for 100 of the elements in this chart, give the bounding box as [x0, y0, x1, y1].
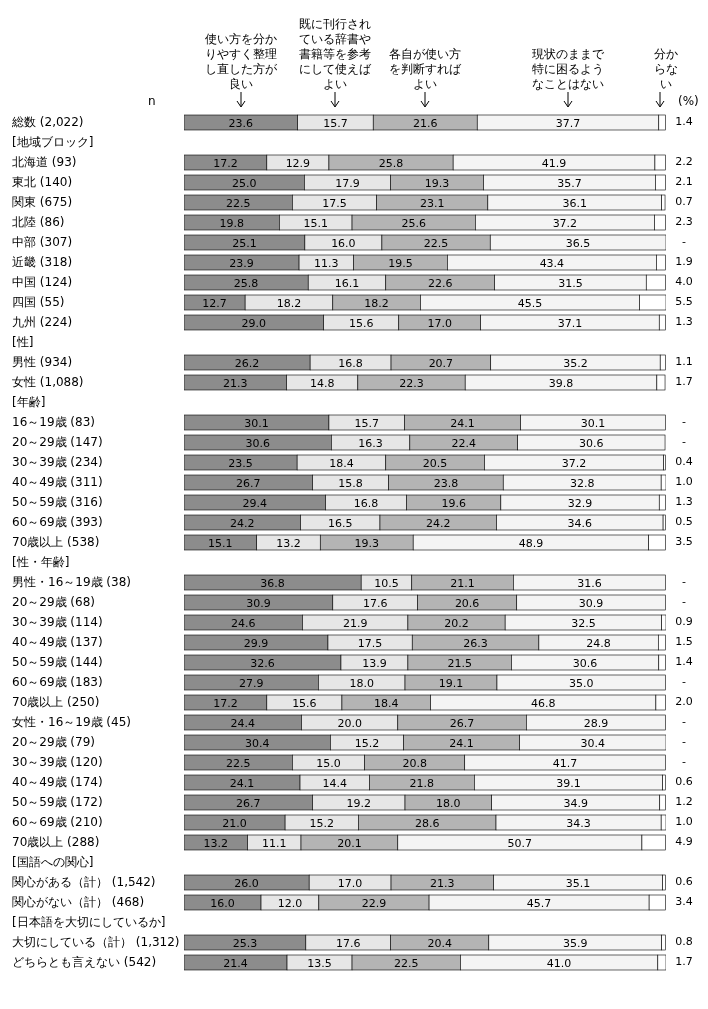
- data-label: 37.1: [557, 316, 583, 330]
- data-label: 43.4: [539, 256, 565, 270]
- data-label: 1.0: [674, 474, 694, 490]
- data-label: 21.4: [223, 956, 248, 970]
- y-tick-label: 50～59歳 (144): [12, 655, 103, 669]
- data-label: 1.7: [674, 954, 694, 970]
- data-label: 36.8: [260, 576, 285, 590]
- data-label: 45.5: [517, 296, 543, 310]
- y-tick-label: 60～69歳 (393): [12, 515, 103, 529]
- data-label: 20.1: [337, 836, 362, 850]
- data-label: 15.2: [354, 736, 380, 750]
- y-tick-label: 関心がある（計） (1,542): [12, 875, 156, 889]
- y-tick-label: 九州 (224): [12, 315, 73, 329]
- y-tick-label: 40～49歳 (174): [12, 775, 103, 789]
- data-label: 1.3: [674, 494, 694, 510]
- y-tick-label: どちらとも言えない (542): [12, 955, 157, 969]
- data-label: 25.8: [378, 156, 404, 170]
- data-label: 50.7: [507, 836, 533, 850]
- data-label: -: [681, 234, 687, 250]
- data-label: 32.9: [567, 496, 593, 510]
- data-label: 35.1: [565, 876, 591, 890]
- y-tick-label: 近畿 (318): [12, 255, 73, 269]
- data-label: 30.6: [572, 656, 598, 670]
- data-label: 15.1: [303, 216, 328, 230]
- data-label: 22.5: [423, 236, 449, 250]
- data-label: -: [681, 594, 687, 610]
- data-label: 22.5: [393, 956, 419, 970]
- data-label: -: [681, 754, 687, 770]
- y-tick-label: 関心がない（計） (468): [12, 895, 145, 909]
- data-label: 0.9: [674, 614, 694, 630]
- y-tick-label: 女性 (1,088): [12, 375, 84, 389]
- data-label: 24.1: [449, 736, 474, 750]
- y-tick-label: 関東 (675): [12, 195, 73, 209]
- data-label: 37.2: [561, 456, 587, 470]
- data-label: 36.1: [562, 196, 587, 210]
- data-label: 17.6: [362, 596, 388, 610]
- series-label: 現状のままで特に困るようなことはない: [531, 47, 605, 92]
- data-label: 2.3: [674, 214, 694, 230]
- data-label: -: [681, 414, 687, 430]
- data-label: 25.6: [401, 216, 426, 230]
- y-tick-label: 40～49歳 (311): [12, 475, 103, 489]
- data-label: 39.8: [548, 376, 574, 390]
- data-label: 15.7: [354, 416, 379, 430]
- data-label: 19.2: [346, 796, 372, 810]
- data-label: 39.1: [556, 776, 581, 790]
- data-label: 36.5: [565, 236, 591, 250]
- y-tick-label: [地域ブロック]: [12, 135, 94, 149]
- data-label: 32.5: [571, 616, 596, 630]
- data-label: 1.2: [674, 794, 694, 810]
- data-label: 26.0: [234, 876, 259, 890]
- data-label: 30.6: [245, 436, 270, 450]
- data-label: 20.4: [427, 936, 452, 950]
- data-label: 30.1: [580, 416, 606, 430]
- data-label: 32.6: [250, 656, 275, 670]
- data-label: 16.1: [334, 276, 360, 290]
- data-label: 1.7: [674, 374, 694, 390]
- data-label: 30.9: [578, 596, 604, 610]
- y-tick-label: [日本語を大切にしているか]: [12, 915, 166, 929]
- data-label: 24.1: [229, 776, 255, 790]
- text: (%): [678, 94, 699, 108]
- data-label: 37.2: [552, 216, 578, 230]
- data-label: 30.1: [244, 416, 269, 430]
- data-label: 19.5: [388, 256, 413, 270]
- data-label: 23.6: [228, 116, 254, 130]
- y-tick-label: 40～49歳 (137): [12, 635, 103, 649]
- y-tick-label: 50～59歳 (172): [12, 795, 103, 809]
- y-tick-label: 北海道 (93): [12, 155, 77, 169]
- data-label: 23.8: [433, 476, 459, 490]
- data-label: 30.6: [579, 436, 604, 450]
- data-label: 13.2: [276, 536, 301, 550]
- data-label: 14.4: [322, 776, 347, 790]
- data-label: 19.8: [219, 216, 244, 230]
- y-tick-label: 大切にしている（計） (1,312): [12, 935, 180, 949]
- y-tick-label: 男性 (934): [12, 355, 73, 369]
- y-tick-label: 70歳以上 (250): [12, 695, 100, 709]
- data-label: 17.5: [322, 196, 347, 210]
- data-label: 17.5: [357, 636, 383, 650]
- data-label: 20.8: [402, 756, 427, 770]
- data-label: 26.7: [236, 796, 261, 810]
- data-label: 22.4: [451, 436, 477, 450]
- data-label: 11.3: [314, 256, 339, 270]
- data-label: 24.1: [450, 416, 475, 430]
- data-label: 0.8: [674, 934, 694, 950]
- data-label: 17.6: [335, 936, 361, 950]
- text: n: [148, 94, 156, 108]
- data-label: 17.9: [335, 176, 360, 190]
- data-label: 12.7: [202, 296, 227, 310]
- series-label: 使い方を分かりやすく整理し直した方が良い: [203, 32, 278, 92]
- data-label: 22.5: [225, 196, 251, 210]
- data-label: 21.6: [412, 116, 438, 130]
- y-tick-label: 70歳以上 (288): [12, 835, 100, 849]
- data-label: 0.5: [674, 514, 694, 530]
- data-label: 16.5: [328, 516, 353, 530]
- y-tick-label: 30～39歳 (234): [12, 455, 103, 469]
- data-label: 17.2: [213, 156, 238, 170]
- data-label: 13.2: [203, 836, 229, 850]
- data-label: 34.6: [567, 516, 593, 530]
- series-label: 各自が使い方を判断すればよい: [388, 47, 463, 92]
- y-tick-label: 30～39歳 (120): [12, 755, 103, 769]
- data-label: 26.3: [463, 636, 488, 650]
